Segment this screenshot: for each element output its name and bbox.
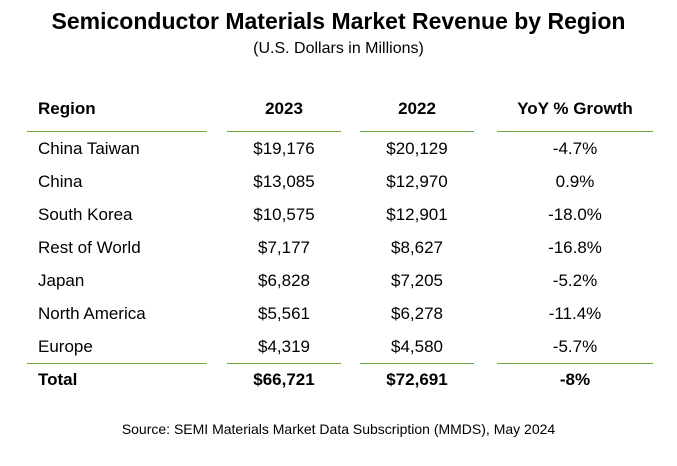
value-2023-cell: $7,177 [258, 238, 310, 257]
header-2022: 2022 [398, 99, 436, 118]
total-2023-cell: $66,721 [253, 370, 315, 389]
header-yoy-growth: YoY % Growth [517, 99, 633, 118]
table-row: China $13,085 $12,970 0.9% [27, 165, 653, 198]
yoy-growth-cell: -16.8% [548, 238, 602, 257]
value-2023-cell: $6,828 [258, 271, 310, 290]
header-rule-region [27, 131, 207, 132]
page-subtitle: (U.S. Dollars in Millions) [253, 40, 424, 57]
yoy-growth-cell: -4.7% [552, 139, 598, 158]
total-rule-2023 [227, 363, 341, 364]
value-2023-cell: $5,561 [258, 304, 310, 323]
source-note: Source: SEMI Materials Market Data Subsc… [121, 421, 556, 437]
value-2022-cell: $7,205 [391, 271, 443, 290]
region-cell: South Korea [38, 205, 133, 224]
value-2023-cell: $13,085 [253, 172, 315, 191]
value-2022-cell: $4,580 [391, 337, 443, 356]
table-row: South Korea $10,575 $12,901 -18.0% [27, 198, 653, 231]
header-region: Region [38, 99, 96, 118]
page-title: Semiconductor Materials Market Revenue b… [51, 8, 626, 34]
table-row: North America $5,561 $6,278 -11.4% [27, 297, 653, 330]
header-2023: 2023 [265, 99, 303, 118]
value-2022-cell: $12,901 [386, 205, 448, 224]
header-rule-2023 [227, 131, 341, 132]
region-cell: Rest of World [38, 238, 141, 257]
yoy-growth-cell: -11.4% [548, 304, 602, 323]
region-cell: Japan [38, 271, 85, 290]
region-cell: North America [38, 304, 146, 323]
table-row: Rest of World $7,177 $8,627 -16.8% [27, 231, 653, 264]
table-row: China Taiwan $19,176 $20,129 -4.7% [27, 132, 653, 165]
value-2022-cell: $6,278 [391, 304, 443, 323]
total-rule-2022 [360, 363, 474, 364]
yoy-growth-cell: -5.7% [552, 337, 598, 356]
header-rule-2022 [360, 131, 474, 132]
value-2023-cell: $19,176 [253, 139, 315, 158]
value-2023-cell: $10,575 [253, 205, 315, 224]
region-cell: Europe [38, 337, 93, 356]
revenue-table: Region 2023 2022 YoY % Growth China Taiw… [27, 90, 653, 396]
total-2022-cell: $72,691 [386, 370, 448, 389]
table-row: Europe $4,319 $4,580 -5.7% [27, 330, 653, 363]
table-header-row: Region 2023 2022 YoY % Growth [27, 90, 653, 132]
total-yoy-cell: -8% [559, 370, 591, 389]
total-divider [27, 363, 653, 364]
table-total-row: Total $66,721 $72,691 -8% [27, 363, 653, 396]
total-label-cell: Total [38, 370, 78, 389]
table-row: Japan $6,828 $7,205 -5.2% [27, 264, 653, 297]
yoy-growth-cell: -5.2% [552, 271, 598, 290]
value-2022-cell: $8,627 [391, 238, 443, 257]
header-rule-yoy [497, 131, 653, 132]
value-2022-cell: $12,970 [386, 172, 448, 191]
total-rule-yoy [497, 363, 653, 364]
yoy-growth-cell: 0.9% [555, 172, 595, 191]
yoy-growth-cell: -18.0% [548, 205, 602, 224]
value-2022-cell: $20,129 [386, 139, 448, 158]
region-cell: China Taiwan [38, 139, 140, 158]
value-2023-cell: $4,319 [258, 337, 310, 356]
header-divider [27, 131, 653, 132]
total-rule-region [27, 363, 207, 364]
region-cell: China [38, 172, 83, 191]
